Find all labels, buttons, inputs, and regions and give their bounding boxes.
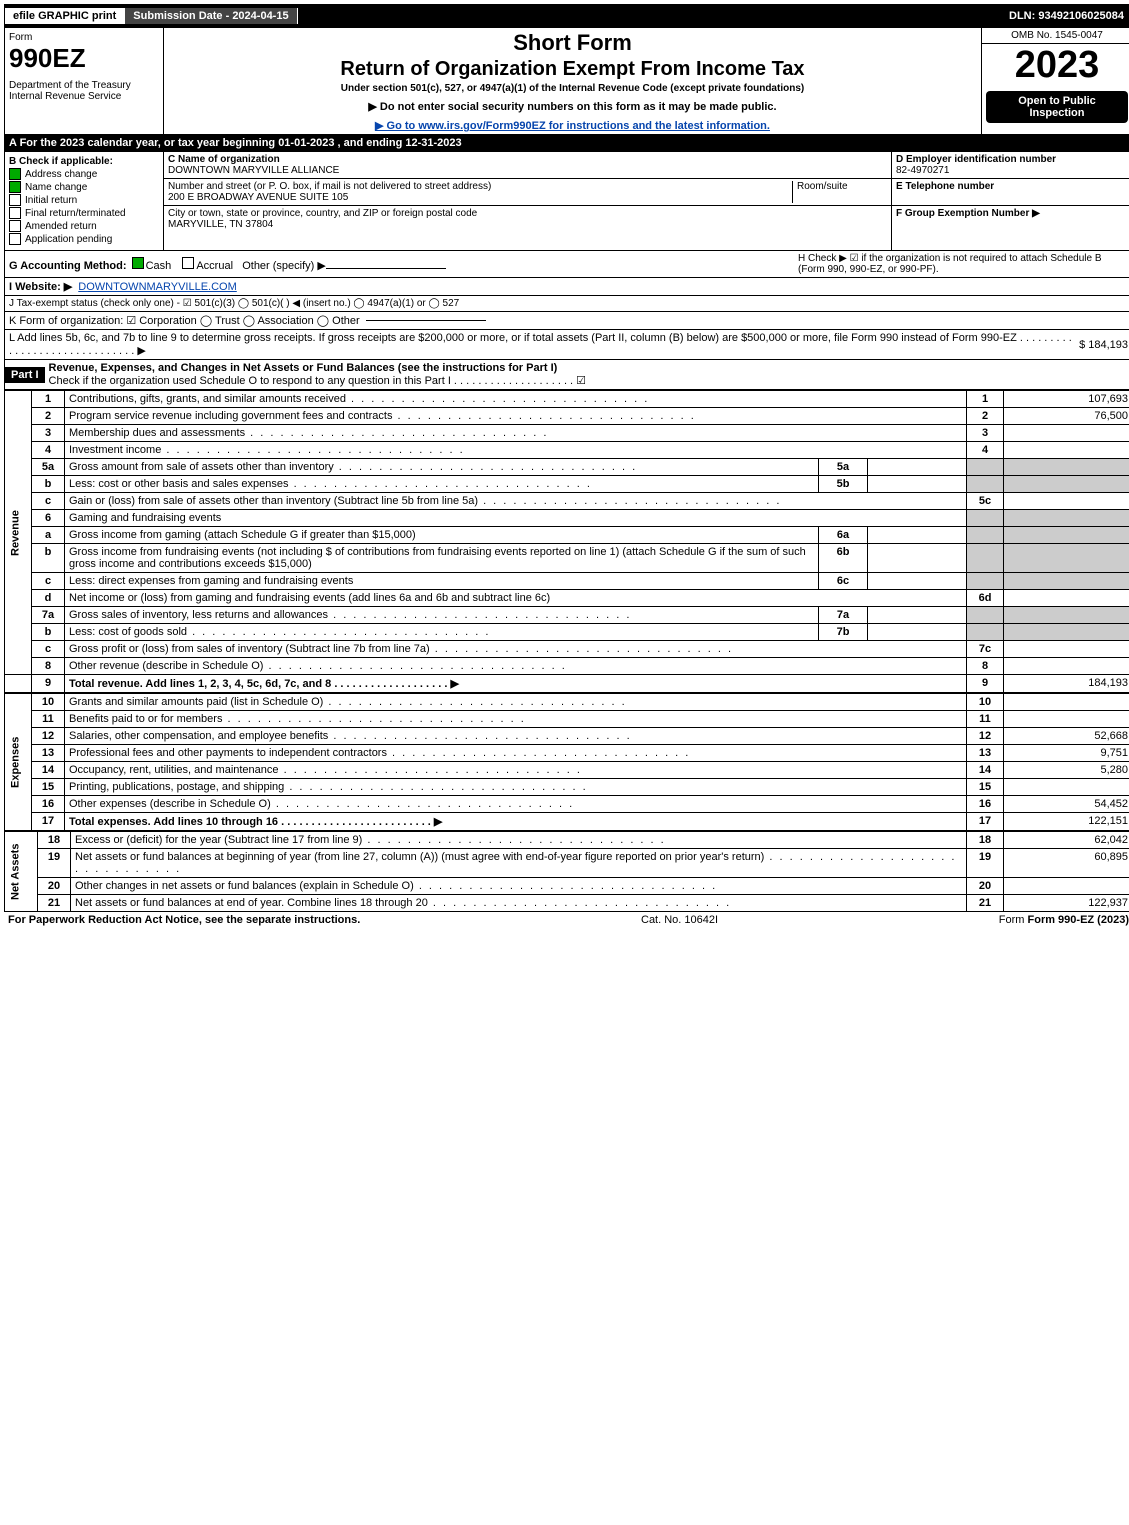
header-center: Short Form Return of Organization Exempt…: [164, 28, 981, 134]
row-i-website: I Website: ▶ DOWNTOWNMARYVILLE.COM: [4, 278, 1129, 296]
checkbox-icon: [132, 257, 144, 269]
footer-cat-no: Cat. No. 10642I: [641, 914, 718, 926]
footer-left: For Paperwork Reduction Act Notice, see …: [8, 914, 360, 926]
footer-form: Form Form 990-EZ (2023): [999, 914, 1129, 926]
page-footer: For Paperwork Reduction Act Notice, see …: [4, 912, 1129, 928]
room-suite-label: Room/suite: [792, 181, 887, 203]
chk-name-change[interactable]: Name change: [9, 181, 159, 193]
tax-year: 2023: [982, 44, 1129, 87]
row-k-org-form: K Form of organization: ☑ Corporation ◯ …: [4, 312, 1129, 330]
line-2-value: 76,500: [1004, 408, 1129, 425]
line-18-value: 62,042: [1004, 832, 1129, 849]
h-schedule-b: H Check ▶ ☑ if the organization is not r…: [798, 253, 1128, 275]
group-label: F Group Exemption Number ▶: [896, 208, 1128, 219]
short-form-title: Short Form: [166, 30, 979, 56]
revenue-vlabel: Revenue: [5, 391, 32, 675]
section-a-calendar: A For the 2023 calendar year, or tax yea…: [4, 135, 1129, 152]
form-header: Form 990EZ Department of the Treasury In…: [4, 28, 1129, 135]
ein-value: 82-4970271: [896, 165, 1128, 176]
gross-receipts-value: $ 184,193: [1079, 339, 1128, 351]
expenses-table: Expenses 10 Grants and similar amounts p…: [4, 693, 1129, 831]
header-right: OMB No. 1545-0047 2023 Open to Public In…: [981, 28, 1129, 134]
line-9-total-revenue: 184,193: [1004, 675, 1129, 693]
c-name-label: C Name of organization: [168, 154, 887, 165]
city-label: City or town, state or province, country…: [168, 208, 887, 219]
checkbox-icon: [9, 181, 21, 193]
line-1-value: 107,693: [1004, 391, 1129, 408]
group-exemption-row: F Group Exemption Number ▶: [892, 206, 1129, 221]
org-street: 200 E BROADWAY AVENUE SUITE 105: [168, 192, 792, 203]
under-section: Under section 501(c), 527, or 4947(a)(1)…: [166, 83, 979, 94]
chk-amended-return[interactable]: Amended return: [9, 220, 159, 232]
part-1-check: Check if the organization used Schedule …: [49, 375, 587, 387]
chk-address-change[interactable]: Address change: [9, 168, 159, 180]
checkbox-icon: [9, 207, 21, 219]
expenses-vlabel: Expenses: [5, 694, 32, 831]
goto-link[interactable]: ▶ Go to www.irs.gov/Form990EZ for instru…: [166, 119, 979, 132]
header-left: Form 990EZ Department of the Treasury In…: [5, 28, 164, 134]
line-17-total-expenses: 122,151: [1004, 813, 1129, 831]
org-street-row: Number and street (or P. O. box, if mail…: [164, 179, 891, 206]
form-number: 990EZ: [9, 43, 159, 74]
row-l-gross-receipts: L Add lines 5b, 6c, and 7b to line 9 to …: [4, 330, 1129, 360]
netassets-vlabel: Net Assets: [5, 832, 38, 912]
col-d-ein: D Employer identification number 82-4970…: [891, 152, 1129, 250]
line-21-value: 122,937: [1004, 895, 1129, 912]
row-j-tax-exempt: J Tax-exempt status (check only one) - ☑…: [4, 296, 1129, 312]
efile-label: efile GRAPHIC print: [5, 8, 124, 24]
department: Department of the Treasury Internal Reve…: [9, 80, 159, 102]
return-title: Return of Organization Exempt From Incom…: [166, 58, 979, 81]
top-bar: efile GRAPHIC print Submission Date - 20…: [4, 4, 1129, 28]
other-org-input[interactable]: [366, 320, 486, 321]
dln: DLN: 93492106025084: [1001, 8, 1129, 24]
col-c-org-info: C Name of organization DOWNTOWN MARYVILL…: [164, 152, 891, 250]
checkbox-icon: [9, 233, 21, 245]
line-19-value: 60,895: [1004, 849, 1129, 878]
submission-date: Submission Date - 2024-04-15: [124, 8, 297, 24]
net-assets-table: Net Assets 18 Excess or (deficit) for th…: [4, 831, 1129, 912]
no-ssn-note: ▶ Do not enter social security numbers o…: [166, 100, 979, 113]
ein-label: D Employer identification number: [896, 154, 1128, 165]
website-link[interactable]: DOWNTOWNMARYVILLE.COM: [78, 281, 237, 293]
info-block: B Check if applicable: Address change Na…: [4, 152, 1129, 251]
form-label: Form: [9, 32, 159, 43]
revenue-table: Revenue 1 Contributions, gifts, grants, …: [4, 390, 1129, 693]
open-to-public: Open to Public Inspection: [986, 91, 1128, 123]
omb-number: OMB No. 1545-0047: [982, 28, 1129, 44]
part-1-label: Part I: [5, 367, 45, 383]
street-label: Number and street (or P. O. box, if mail…: [168, 181, 792, 192]
part-1-header: Part I Revenue, Expenses, and Changes in…: [4, 360, 1129, 390]
org-name: DOWNTOWN MARYVILLE ALLIANCE: [168, 165, 887, 176]
org-city: MARYVILLE, TN 37804: [168, 219, 887, 230]
checkbox-icon: [9, 220, 21, 232]
chk-final-return[interactable]: Final return/terminated: [9, 207, 159, 219]
phone-row: E Telephone number: [892, 179, 1129, 206]
checkbox-icon: [9, 168, 21, 180]
line-16-value: 54,452: [1004, 796, 1129, 813]
b-label: B Check if applicable:: [9, 156, 159, 167]
line-14-value: 5,280: [1004, 762, 1129, 779]
chk-initial-return[interactable]: Initial return: [9, 194, 159, 206]
other-specify-input[interactable]: [326, 268, 446, 269]
line-12-value: 52,668: [1004, 728, 1129, 745]
line-13-value: 9,751: [1004, 745, 1129, 762]
checkbox-icon: [9, 194, 21, 206]
checkbox-icon: [182, 257, 194, 269]
ein-row: D Employer identification number 82-4970…: [892, 152, 1129, 179]
org-city-row: City or town, state or province, country…: [164, 206, 891, 232]
part-1-title: Revenue, Expenses, and Changes in Net As…: [49, 362, 558, 374]
g-accounting: G Accounting Method: Cash Accrual Other …: [9, 257, 446, 272]
phone-label: E Telephone number: [896, 181, 1128, 192]
col-b-checkboxes: B Check if applicable: Address change Na…: [5, 152, 164, 250]
row-g-h: G Accounting Method: Cash Accrual Other …: [4, 251, 1129, 278]
org-name-row: C Name of organization DOWNTOWN MARYVILL…: [164, 152, 891, 179]
chk-application-pending[interactable]: Application pending: [9, 233, 159, 245]
